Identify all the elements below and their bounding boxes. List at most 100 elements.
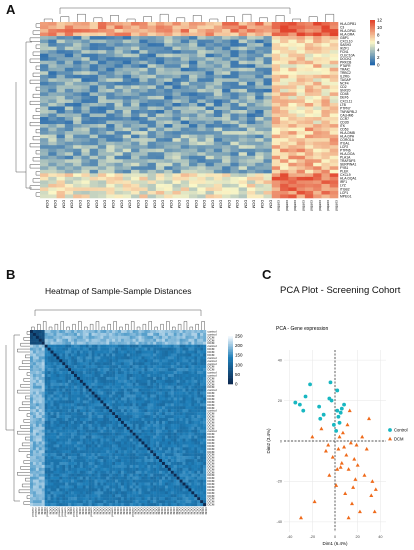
distance-cell <box>126 412 130 416</box>
distance-cell <box>176 385 180 389</box>
distance-cell <box>135 330 139 334</box>
distance-cell <box>185 464 189 469</box>
distance-cell <box>38 391 42 395</box>
heatmap-cell <box>271 43 281 47</box>
distance-cell <box>82 385 86 389</box>
distance-cell <box>56 409 60 413</box>
distance-cell <box>35 412 39 416</box>
heatmap-cell <box>155 134 165 139</box>
distance-cell <box>59 347 63 351</box>
heatmap-cell <box>329 36 339 40</box>
distance-cell <box>59 338 63 342</box>
heatmap-cell <box>48 148 57 153</box>
distance-cell <box>115 450 119 454</box>
heatmap-cell <box>114 95 124 100</box>
distance-cell <box>129 356 133 360</box>
distance-cell <box>141 459 145 463</box>
distance-cell <box>65 406 69 410</box>
heatmap-cell <box>197 99 206 104</box>
heatmap-cell <box>48 29 57 33</box>
distance-cell <box>35 338 39 342</box>
heatmap-cell <box>139 159 148 164</box>
distance-cell <box>182 379 186 383</box>
distance-cell <box>91 420 95 425</box>
heatmap-cell <box>147 53 157 58</box>
heatmap-cell <box>304 166 314 171</box>
distance-cell <box>35 359 39 363</box>
heatmap-cell <box>56 141 66 146</box>
distance-cell <box>156 353 160 357</box>
heatmap-cell <box>139 190 148 195</box>
heatmap-cell <box>81 138 90 142</box>
gene-label: TRBC2 <box>340 71 351 75</box>
distance-cell <box>94 338 98 342</box>
heatmap-cell <box>89 187 99 192</box>
distance-cell <box>53 453 57 457</box>
distance-cell <box>112 426 116 430</box>
heatmap-cell <box>197 43 206 47</box>
distance-cell <box>100 438 104 442</box>
heatmap-cell <box>304 124 314 128</box>
heatmap-cell <box>255 50 264 54</box>
heatmap-cell <box>56 106 66 111</box>
distance-cell <box>191 418 195 422</box>
distance-cell <box>32 406 37 410</box>
distance-cell <box>30 423 34 427</box>
distance-cell <box>88 350 92 354</box>
distance-cell <box>56 423 60 427</box>
heatmap-cell <box>255 95 264 100</box>
distance-cell <box>194 429 198 433</box>
distance-cell <box>156 379 160 383</box>
distance-cell <box>185 379 189 383</box>
heatmap-cell <box>313 166 322 171</box>
heatmap-cell <box>89 152 99 157</box>
distance-cell <box>85 400 89 404</box>
distance-cell <box>144 347 148 351</box>
distance-cell <box>170 379 174 383</box>
distance-cell <box>53 344 57 348</box>
heatmap-cell <box>304 187 314 192</box>
distance-cell <box>141 356 145 360</box>
distance-cell <box>100 462 104 466</box>
distance-cell <box>118 350 122 354</box>
distance-cell <box>71 444 75 448</box>
dendrogram-branch <box>325 13 335 22</box>
distance-cell <box>188 400 192 404</box>
heatmap-cell <box>56 120 66 125</box>
distance-cell <box>147 330 151 334</box>
distance-cell <box>200 382 204 386</box>
distance-cell <box>35 365 39 369</box>
heatmap-cell <box>230 113 239 118</box>
heatmap-cell <box>189 81 198 86</box>
heatmap-cell <box>172 194 182 199</box>
distance-cell <box>120 347 125 351</box>
distance-cell <box>53 350 57 354</box>
distance-cell <box>74 397 78 401</box>
heatmap-cell <box>222 187 231 192</box>
distance-cell <box>59 382 63 386</box>
distance-cell <box>150 438 154 442</box>
distance-cell <box>126 467 130 471</box>
heatmap-cell <box>246 67 256 72</box>
heatmap-cell <box>271 50 281 54</box>
distance-cell <box>126 423 130 427</box>
distance-cell <box>179 371 183 375</box>
distance-cell <box>62 388 66 392</box>
heatmap-cell <box>40 173 49 178</box>
distance-cell <box>79 382 83 386</box>
distance-cell <box>32 441 37 445</box>
distance-cell <box>153 459 157 463</box>
distance-cell <box>71 429 75 433</box>
distance-cell <box>156 330 160 334</box>
heatmap-cell <box>271 159 281 164</box>
distance-cell <box>115 382 119 386</box>
heatmap-cell <box>164 60 173 65</box>
distance-cell <box>141 429 145 433</box>
heatmap-cell <box>189 194 198 199</box>
distance-cell <box>74 388 78 392</box>
distance-cell <box>47 341 51 345</box>
distance-cell <box>97 382 101 386</box>
heatmap-cell <box>222 134 231 139</box>
distance-cell <box>30 438 34 442</box>
heatmap-cell <box>213 159 223 164</box>
